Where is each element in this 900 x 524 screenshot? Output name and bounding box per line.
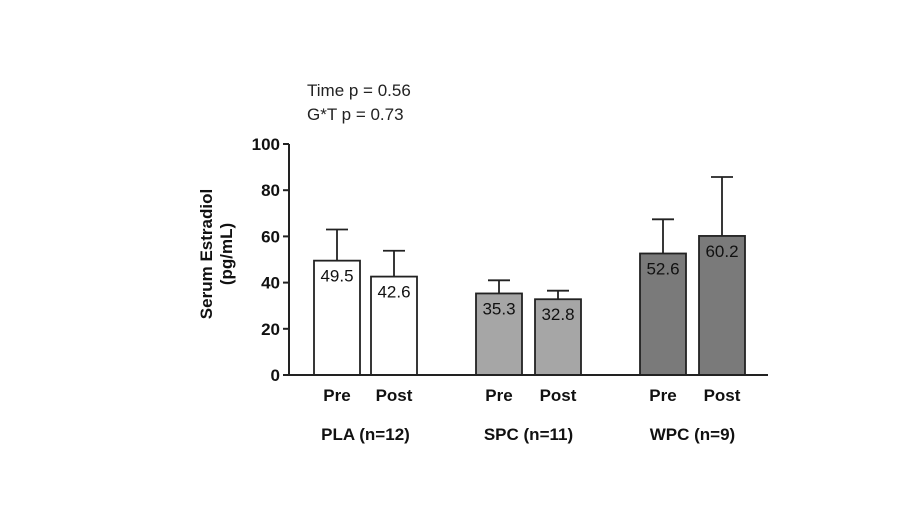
data-label-pla-pre: 49.5 (320, 267, 353, 286)
x-tick-label-pla-post: Post (376, 386, 413, 405)
x-tick-label-spc-post: Post (540, 386, 577, 405)
bar-pla-pre (313, 259, 361, 376)
y-tick-label-80: 80 (261, 181, 280, 200)
group-label-pla: PLA (n=12) (321, 425, 410, 444)
y-tick-label-60: 60 (261, 227, 280, 246)
interaction-p-annotation: G*T p = 0.73 (307, 105, 404, 124)
data-label-spc-pre: 35.3 (482, 299, 515, 318)
y-axis-label-line1: Serum Estradiol (197, 189, 216, 319)
data-label-wpc-pre: 52.6 (646, 259, 679, 278)
bar-spc-pre (475, 292, 523, 376)
group-label-spc: SPC (n=11) (484, 425, 573, 444)
time-p-annotation: Time p = 0.56 (307, 81, 411, 100)
bar-wpc-pre (639, 252, 687, 376)
x-tick-label-spc-pre: Pre (485, 386, 512, 405)
group-label-wpc: WPC (n=9) (650, 425, 735, 444)
data-label-wpc-post: 60.2 (705, 242, 738, 261)
data-label-spc-post: 32.8 (541, 305, 574, 324)
y-tick-label-100: 100 (252, 135, 280, 154)
y-tick-label-40: 40 (261, 274, 280, 293)
y-axis-label-line2: (pg/mL) (217, 223, 236, 285)
x-tick-label-wpc-pre: Pre (649, 386, 676, 405)
y-tick-label-0: 0 (271, 366, 280, 385)
bar-spc-post (534, 298, 582, 376)
data-label-pla-post: 42.6 (377, 283, 410, 302)
x-tick-label-wpc-post: Post (704, 386, 741, 405)
x-tick-label-pla-pre: Pre (323, 386, 350, 405)
y-tick-label-20: 20 (261, 320, 280, 339)
